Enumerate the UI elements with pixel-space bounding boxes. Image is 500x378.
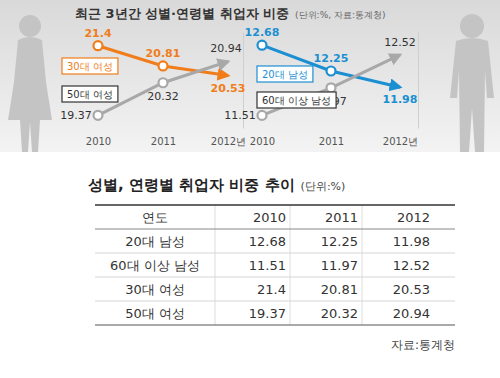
table-row-rule [95, 277, 455, 278]
data-label: 11.51 [224, 109, 256, 122]
labels: 12.6812.2511.9820대 남성11.5111.9712.5260대 … [224, 26, 417, 122]
silhouette-man-body [450, 38, 494, 152]
table-row-rule [95, 253, 455, 254]
x-tick: 2011 [319, 136, 344, 147]
data-label: 11.98 [383, 93, 418, 106]
series-label-box [62, 86, 118, 102]
data-label: 12.25 [314, 52, 349, 65]
series-point [258, 111, 267, 120]
silhouette-man-head [460, 14, 484, 38]
data-label: 12.68 [245, 26, 280, 39]
x-axis: 2010 2011 2012년 [250, 136, 418, 147]
data-label: 19.37 [60, 109, 92, 122]
x-tick: 2010 [86, 136, 111, 147]
chart: 2010 2011 2012년 12.68 12.25 11.98 20대 남성 11.51 1… [224, 26, 418, 147]
table-cell: 12.25 [321, 234, 358, 249]
silhouette-woman-body [8, 37, 52, 152]
series-label: 20대 남성 [257, 66, 313, 82]
canvas: 최근 3년간 성별·연령별 취업자 비중(단위:%, 자료:통계청)201020… [0, 0, 500, 378]
x-tick-label: 2012년 [211, 136, 246, 147]
table-top-rule [95, 204, 455, 206]
series-label: 50대 여성 [62, 86, 118, 102]
table-bottom-rule [95, 325, 455, 326]
series-label-box [62, 58, 118, 74]
table-header-cell: 2010 [253, 210, 286, 225]
table-cell: 20.32 [321, 306, 358, 321]
table-vline [362, 205, 363, 325]
table-vline [215, 205, 216, 325]
top-background [0, 0, 500, 152]
table-title: 성별, 연령별 취업자 비중 추이 [88, 176, 295, 194]
plot-marks [94, 41, 229, 120]
table-cell: 50대 여성 [125, 306, 185, 321]
x-tick: 2011 [151, 136, 176, 147]
data-label: 20.94 [210, 42, 242, 55]
data-label: 20.32 [147, 90, 179, 103]
table-cell: 20.81 [321, 282, 358, 297]
y-axis [418, 33, 419, 129]
table-cell: 20.53 [393, 282, 430, 297]
table-cell: 12.52 [393, 258, 430, 273]
x-tick-label: 2011 [151, 136, 176, 147]
series-label-box [257, 92, 336, 108]
data-label: 20.53 [211, 82, 246, 95]
table-source: 자료:통계청 [391, 338, 455, 352]
table-header-cell: 연도 [142, 210, 168, 225]
data-label: 20.81 [146, 47, 181, 60]
plot-marks [258, 41, 401, 120]
x-tick-label: 2012년 [383, 136, 418, 147]
series-point [327, 83, 336, 92]
table-header-rule [95, 229, 455, 230]
series-label: 60대 이상 남성 [257, 92, 336, 108]
x-tick-label: 2011 [319, 136, 344, 147]
series-label-text: 20대 남성 [262, 69, 308, 80]
series-point [258, 41, 267, 50]
x-tick: 2010 [250, 136, 275, 147]
x-axis: 2010 2011 2012년 [86, 136, 246, 147]
series-label-text: 60대 이상 남성 [262, 95, 331, 106]
header-title: 최근 3년간 성별·연령별 취업자 비중 [75, 6, 289, 21]
series-label-box [257, 66, 313, 82]
table-cell: 11.51 [249, 258, 286, 273]
header-note: (단위:%, 자료:통계청) [295, 10, 385, 20]
series-point [327, 67, 336, 76]
table-header-cell: 2012 [397, 210, 430, 225]
table-cell: 21.4 [257, 282, 286, 297]
chart: 2010 2011 2012년 21.4 20.81 20.53 30대 여성 19.37 20… [60, 27, 246, 147]
x-tick-label: 2010 [86, 136, 111, 147]
series-point [159, 78, 168, 87]
series-label: 30대 여성 [62, 58, 118, 74]
series-label-text: 30대 여성 [67, 61, 113, 72]
series-point [94, 41, 103, 50]
table-cell: 60대 이상 남성 [110, 258, 200, 273]
x-tick: 2012년 [211, 136, 246, 147]
series-label-text: 50대 여성 [67, 89, 113, 100]
table-cell: 11.98 [393, 234, 430, 249]
table-unit: (단위:%) [301, 180, 346, 193]
table-cell: 30대 여성 [125, 282, 185, 297]
x-tick: 2012년 [383, 136, 418, 147]
silhouette-woman-head [19, 15, 41, 37]
y-axis-line [418, 33, 419, 129]
table-cell: 20대 남성 [125, 234, 185, 249]
x-tick-label: 2010 [250, 136, 275, 147]
table-cell: 11.97 [321, 258, 358, 273]
table-vline [290, 205, 291, 325]
table-cell: 12.68 [249, 234, 286, 249]
series-point [159, 61, 168, 70]
table-row-rule [95, 301, 455, 302]
series-point [94, 111, 103, 120]
table-cell: 20.94 [393, 306, 430, 321]
labels: 21.4 20.81 20.53 30대 여성 19.37 20.32 20.94 50대 여… [60, 27, 245, 123]
table-cell: 19.37 [249, 306, 286, 321]
table: 성별, 연령별 취업자 비중 추이 (단위:%) 연도 2010 2011 2012 20대… [88, 176, 455, 352]
data-label: 12.52 [384, 36, 416, 49]
silhouettes [8, 14, 494, 152]
table-header-cell: 2011 [325, 210, 358, 225]
data-label: 21.4 [84, 27, 111, 40]
